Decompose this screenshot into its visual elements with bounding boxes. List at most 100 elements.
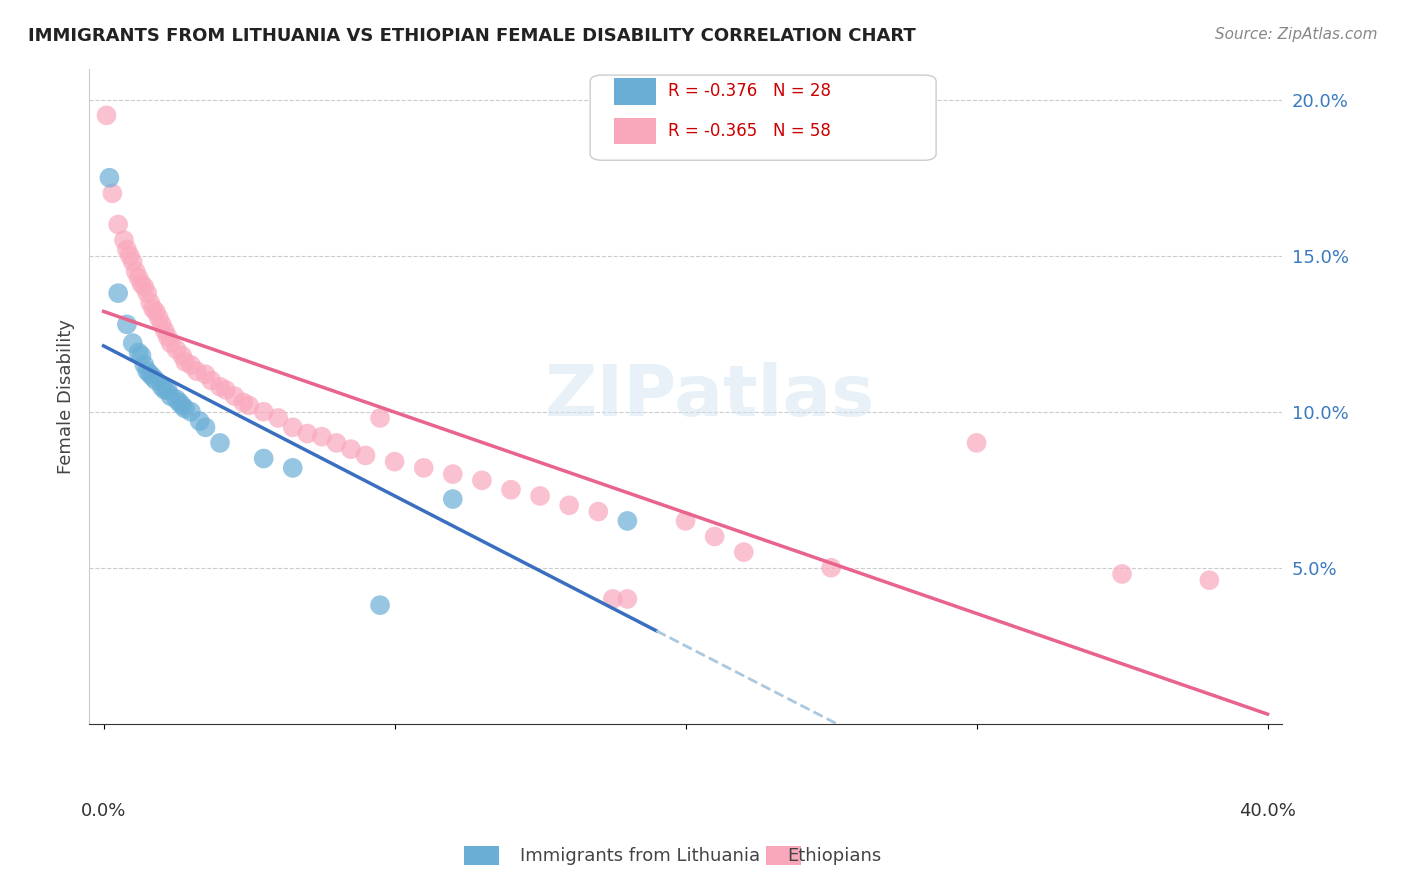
Point xyxy=(150,380,173,394)
Point xyxy=(156,383,179,397)
Point xyxy=(325,436,347,450)
Point xyxy=(602,591,624,606)
Point xyxy=(188,414,211,428)
Point xyxy=(165,392,187,407)
Point xyxy=(121,336,143,351)
Point xyxy=(134,358,156,372)
Point xyxy=(101,186,124,201)
Point xyxy=(297,426,319,441)
Text: R = -0.376   N = 28: R = -0.376 N = 28 xyxy=(668,82,831,101)
Point xyxy=(131,349,153,363)
Text: Immigrants from Lithuania: Immigrants from Lithuania xyxy=(520,847,761,865)
Point xyxy=(966,436,988,450)
Point xyxy=(145,305,167,319)
Point xyxy=(118,249,141,263)
Point xyxy=(441,492,464,507)
Point xyxy=(134,280,156,294)
Point xyxy=(368,598,391,612)
Point xyxy=(142,370,165,384)
Point xyxy=(194,368,217,382)
Point xyxy=(136,286,159,301)
Point xyxy=(156,330,179,344)
Point xyxy=(139,368,162,382)
Point xyxy=(558,498,581,512)
Point xyxy=(107,218,129,232)
Point xyxy=(1111,566,1133,581)
Point xyxy=(180,358,202,372)
Text: R = -0.365   N = 58: R = -0.365 N = 58 xyxy=(668,122,831,140)
Text: Ethiopians: Ethiopians xyxy=(787,847,882,865)
Point xyxy=(311,430,333,444)
Point xyxy=(200,374,222,388)
FancyBboxPatch shape xyxy=(464,846,499,865)
FancyBboxPatch shape xyxy=(614,118,655,144)
Point xyxy=(153,383,176,397)
Point xyxy=(128,270,150,285)
Point xyxy=(384,455,406,469)
Point xyxy=(675,514,697,528)
Point xyxy=(529,489,551,503)
Point xyxy=(232,395,254,409)
Point xyxy=(281,420,304,434)
Point xyxy=(616,591,638,606)
FancyBboxPatch shape xyxy=(766,846,801,865)
Point xyxy=(238,399,260,413)
Point xyxy=(208,436,231,450)
Point xyxy=(131,277,153,291)
Point xyxy=(128,345,150,359)
Point xyxy=(441,467,464,482)
Point xyxy=(733,545,755,559)
Point xyxy=(142,301,165,316)
Point xyxy=(148,311,170,326)
Point xyxy=(169,395,191,409)
Text: Source: ZipAtlas.com: Source: ZipAtlas.com xyxy=(1215,27,1378,42)
Text: 40.0%: 40.0% xyxy=(1239,802,1296,820)
Point xyxy=(412,461,434,475)
Point xyxy=(224,389,246,403)
Point xyxy=(159,389,181,403)
Point xyxy=(253,405,276,419)
Point xyxy=(136,364,159,378)
Point xyxy=(208,380,231,394)
Point xyxy=(150,318,173,332)
Point xyxy=(96,108,118,122)
Point xyxy=(172,399,194,413)
Point xyxy=(354,449,377,463)
Point xyxy=(267,411,290,425)
Point xyxy=(368,411,391,425)
Point xyxy=(172,349,194,363)
Point xyxy=(471,474,494,488)
Point xyxy=(820,560,842,574)
Point xyxy=(112,233,135,247)
Point xyxy=(145,374,167,388)
Point xyxy=(139,295,162,310)
Text: ZIPatlas: ZIPatlas xyxy=(544,361,875,431)
Point xyxy=(159,336,181,351)
Point xyxy=(165,343,187,357)
Point xyxy=(180,405,202,419)
Point xyxy=(174,401,197,416)
Point xyxy=(703,529,725,543)
Point xyxy=(153,324,176,338)
Point xyxy=(253,451,276,466)
Y-axis label: Female Disability: Female Disability xyxy=(58,318,75,474)
Point xyxy=(107,286,129,301)
Point xyxy=(98,170,121,185)
Point xyxy=(115,243,138,257)
Point xyxy=(340,442,363,457)
Point xyxy=(215,383,238,397)
Point xyxy=(124,264,146,278)
Point xyxy=(1198,573,1220,587)
Text: IMMIGRANTS FROM LITHUANIA VS ETHIOPIAN FEMALE DISABILITY CORRELATION CHART: IMMIGRANTS FROM LITHUANIA VS ETHIOPIAN F… xyxy=(28,27,915,45)
Point xyxy=(174,355,197,369)
Point xyxy=(115,318,138,332)
FancyBboxPatch shape xyxy=(591,75,936,161)
FancyBboxPatch shape xyxy=(614,78,655,104)
Text: 0.0%: 0.0% xyxy=(82,802,127,820)
Point xyxy=(281,461,304,475)
Point xyxy=(616,514,638,528)
Point xyxy=(121,255,143,269)
Point xyxy=(186,364,208,378)
Point xyxy=(194,420,217,434)
Point xyxy=(499,483,522,497)
